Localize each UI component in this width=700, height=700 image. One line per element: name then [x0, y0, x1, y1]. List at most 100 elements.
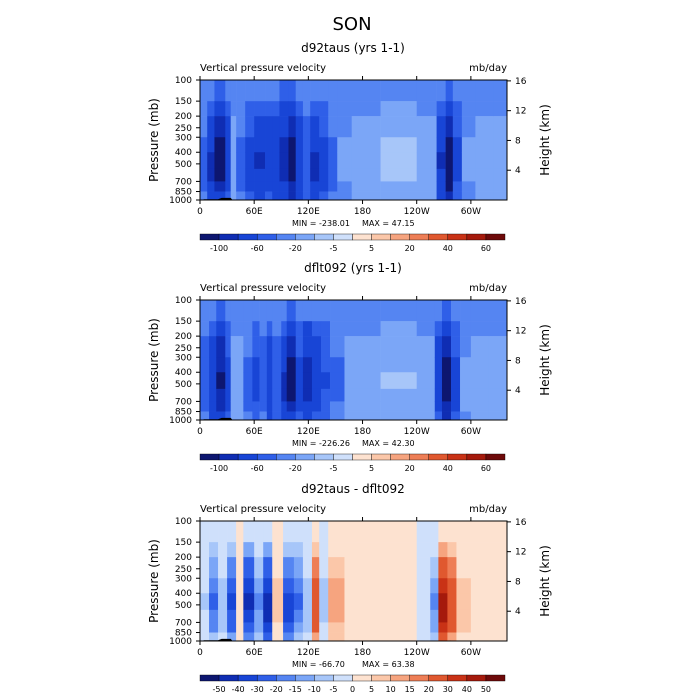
- heat-cell: [351, 101, 381, 117]
- heat-cell: [288, 116, 297, 138]
- heat-cell: [470, 357, 490, 373]
- heat-cell: [254, 101, 266, 117]
- heat-cell: [200, 593, 210, 611]
- heat-cell: [434, 357, 443, 373]
- heat-cell: [236, 80, 246, 102]
- heat-column: [434, 300, 443, 421]
- heat-cell: [470, 521, 490, 543]
- heat-cell: [302, 401, 313, 412]
- heat-cell: [295, 372, 304, 390]
- heat-column: [461, 80, 476, 201]
- heat-cell: [293, 542, 304, 558]
- subtitle-left: Vertical pressure velocity: [200, 63, 326, 74]
- heat-cell: [330, 357, 345, 373]
- colorbar-label: 10: [386, 685, 396, 694]
- colorbar-label: -60: [251, 244, 264, 253]
- heat-cell: [438, 609, 448, 623]
- heat-cell: [302, 357, 313, 373]
- heat-cell: [236, 116, 246, 138]
- heat-cell: [430, 521, 439, 543]
- heat-cell: [263, 632, 273, 642]
- heat-cell: [272, 116, 280, 138]
- heat-cell: [460, 388, 472, 402]
- heat-cell: [225, 357, 231, 373]
- heat-cell: [302, 388, 313, 402]
- heat-cell: [311, 411, 322, 421]
- heat-cell: [337, 116, 352, 138]
- heat-cell: [451, 357, 461, 373]
- heat-cell: [263, 609, 273, 623]
- heat-cell: [344, 321, 381, 337]
- heat-cell: [452, 181, 463, 192]
- heat-cell: [344, 632, 418, 642]
- heat-cell: [283, 557, 295, 579]
- heat-cell: [461, 137, 476, 153]
- heat-cell: [230, 372, 244, 390]
- heat-cell: [330, 336, 345, 358]
- panel-title: d92taus (yrs 1-1): [301, 41, 405, 55]
- heat-cell: [218, 593, 228, 611]
- heat-cell: [452, 116, 463, 138]
- heat-cell: [310, 168, 320, 182]
- y-tick-label: 200: [175, 112, 192, 122]
- heat-cell: [200, 632, 210, 642]
- heat-column: [430, 521, 439, 642]
- heat-column: [245, 80, 255, 201]
- terrain-africa: [203, 417, 233, 420]
- heat-cell: [311, 388, 322, 402]
- x-tick-label: 60W: [461, 427, 481, 437]
- heat-cell: [200, 321, 210, 337]
- heat-cell: [319, 542, 329, 558]
- heat-cell: [254, 632, 264, 642]
- heat-column: [200, 521, 210, 642]
- heat-cell: [319, 578, 329, 594]
- heat-column: [236, 80, 246, 201]
- heat-cell: [328, 191, 338, 201]
- heat-cell: [447, 521, 457, 543]
- y-tick-label: 1000: [169, 637, 192, 647]
- heat-cell: [430, 557, 439, 579]
- heat-cell: [209, 321, 217, 337]
- colorbar-swatch: [276, 453, 296, 461]
- heat-cell: [416, 609, 431, 623]
- heat-cell: [263, 622, 273, 633]
- heat-cell: [272, 593, 284, 611]
- heat-cell: [430, 578, 439, 594]
- heat-cell: [493, 101, 508, 117]
- heat-cell: [380, 191, 418, 201]
- heat-cell: [436, 191, 446, 201]
- heat-cell: [254, 80, 266, 102]
- heat-cell: [488, 578, 508, 594]
- heat-cell: [416, 357, 436, 373]
- heat-column: [320, 300, 331, 421]
- heat-cell: [436, 116, 446, 138]
- heat-cell: [475, 181, 494, 192]
- heat-cell: [430, 622, 439, 633]
- heat-cell: [279, 80, 289, 102]
- heat-cell: [295, 168, 304, 182]
- heat-cell: [227, 622, 237, 633]
- heat-cell: [200, 411, 210, 421]
- heat-cell: [209, 542, 219, 558]
- heat-cell: [236, 578, 244, 594]
- heat-cell: [265, 101, 273, 117]
- colorbar-label: -5: [329, 244, 337, 253]
- heat-cell: [243, 622, 255, 633]
- heat-cell: [288, 137, 297, 153]
- colorbar-swatch: [409, 233, 429, 241]
- colorbar-swatch: [390, 674, 410, 682]
- heat-cell: [470, 609, 490, 623]
- heat-cell: [416, 300, 436, 322]
- heat-column: [243, 521, 255, 642]
- colorbar-label: 30: [443, 685, 453, 694]
- heat-cell: [470, 388, 490, 402]
- heat-cell: [295, 388, 304, 402]
- max-label: MAX = 42.30: [362, 439, 415, 448]
- heat-cell: [380, 137, 418, 153]
- colorbar-label: -30: [251, 685, 264, 694]
- heat-cell: [302, 181, 311, 192]
- heat-cell: [311, 593, 320, 611]
- colorbar-label: 5: [369, 685, 374, 694]
- heat-cell: [344, 542, 418, 558]
- colorbar-swatch: [256, 233, 277, 241]
